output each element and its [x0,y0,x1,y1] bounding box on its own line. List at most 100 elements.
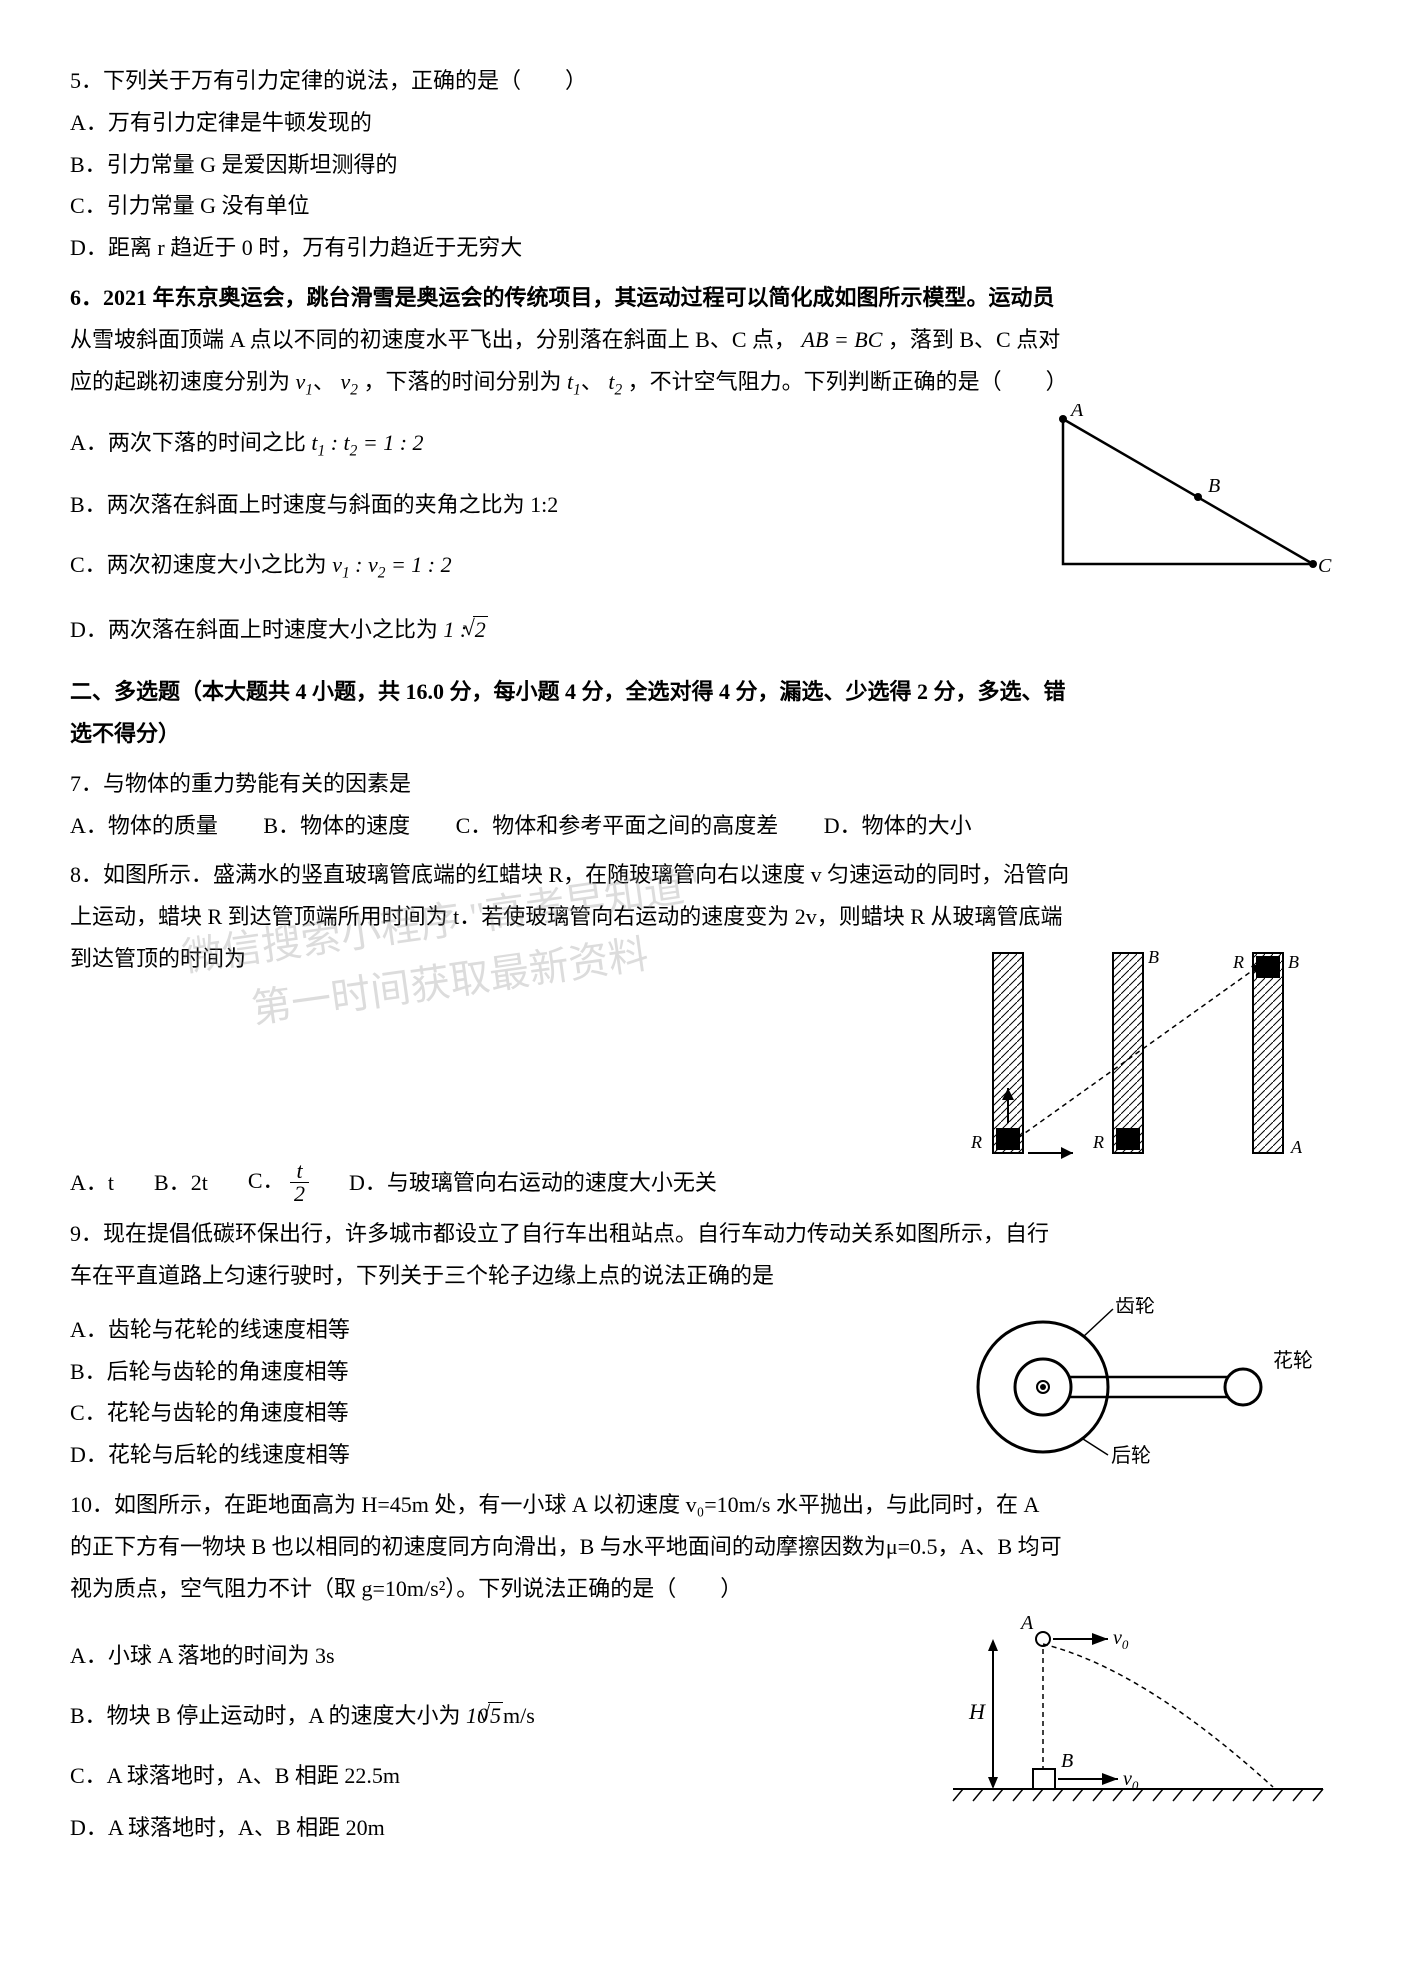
q8-R3: R [1232,952,1244,972]
q6-stem-l2-a: 从雪坡斜面顶端 A 点以不同的初速度水平飞出，分别落在斜面上 B、C 点， [70,327,796,352]
triangle-diagram-svg: A B C [1013,404,1333,584]
q9-opt-b: B．后轮与齿轮的角速度相等 [70,1351,933,1393]
q8-stem-l2: 上运动，蜡块 R 到达管顶端所用时间为 t．若使玻璃管向右运动的速度变为 2v，… [70,896,1333,938]
q10-A: A [1019,1612,1034,1634]
q8-opt-c: C． t 2 [248,1160,309,1205]
section-2-header: 二、多选题（本大题共 4 小题，共 16.0 分，每小题 4 分，全选对得 4 … [70,671,1333,755]
q9-opt-d: D．花轮与后轮的线速度相等 [70,1434,933,1476]
q7-opt-a: A．物体的质量 [70,805,218,847]
q6-stem-l3c: ，不计空气阻力。下列判断正确的是（ ） [628,369,1068,394]
question-7: 7．与物体的重力势能有关的因素是 A．物体的质量 B．物体的速度 C．物体和参考… [70,763,1333,847]
q6-v1: v [296,369,306,394]
q9-stem-l2: 车在平直道路上匀速行驶时，下列关于三个轮子边缘上点的说法正确的是 [70,1255,1333,1297]
q8-B2: B [1288,952,1299,972]
q10-stem-l2: 的正下方有一物块 B 也以相同的初速度同方向滑出，B 与水平地面间的动摩擦因数为… [70,1526,1333,1568]
sec2-l1: 二、多选题（本大题共 4 小题，共 16.0 分，每小题 4 分，全选对得 4 … [70,671,1333,713]
q7-opt-b: B．物体的速度 [263,805,410,847]
q9-body: A．齿轮与花轮的线速度相等 B．后轮与齿轮的角速度相等 C．花轮与齿轮的角速度相… [70,1297,1333,1476]
q6-optA-expr: t1 : t2 = 1 : 2 [311,430,423,455]
q9-opt-c: C．花轮与齿轮的角速度相等 [70,1392,933,1434]
q8-opt-b: B．2t [154,1162,208,1204]
q9-sprocket-label: 花轮 [1273,1349,1313,1372]
q6-stem-l1: 6．2021 年东京奥运会，跳台滑雪是奥运会的传统项目，其运动过程可以简化成如图… [70,277,1333,319]
q6-options: A．两次下落的时间之比 t1 : t2 = 1 : 2 B．两次落在斜面上时速度… [70,404,993,651]
q8-text-col: 到达管顶的时间为 微信搜索小程序 "高考早知道" 第一时间获取最新资料 A．t … [70,938,933,1205]
q5-opt-c: C．引力常量 G 没有单位 [70,185,1333,227]
question-5: 5．下列关于万有引力定律的说法，正确的是（ ） A．万有引力定律是牛顿发现的 B… [70,60,1333,269]
sec2-l2: 选不得分） [70,713,1333,755]
q6-v1sub: 1 [305,381,313,398]
q8-opt-a: A．t [70,1162,114,1204]
q5-opt-b: B．引力常量 G 是爱因斯坦测得的 [70,144,1333,186]
q10-opt-c: C．A 球落地时，A、B 相距 22.5m [70,1755,913,1797]
q6-stem-l3: 应的起跳初速度分别为 v1、 v2 ，下落的时间分别为 t1、 t2 ，不计空气… [70,361,1333,405]
q8-A: A [1290,1137,1303,1157]
q7-stem: 7．与物体的重力势能有关的因素是 [70,763,1333,805]
q6-optC-pre: C．两次初速度大小之比为 [70,552,327,577]
q8-R1: R [970,1132,982,1152]
q8-stem-l3: 到达管顶的时间为 [70,938,933,980]
q10-B: B [1061,1750,1073,1772]
q6-stem-l3b: ，下落的时间分别为 [363,369,561,394]
q8-B1: B [1148,947,1159,967]
q8-stem-l1: 8．如图所示．盛满水的竖直玻璃管底端的红蜡块 R，在随玻璃管向右以速度 v 匀速… [70,854,1333,896]
q8-opt-d: D．与玻璃管向右运动的速度大小无关 [349,1162,717,1204]
q10-optB-post: m/s [503,1703,535,1728]
label-B: B [1208,475,1220,497]
q5-stem: 5．下列关于万有引力定律的说法，正确的是（ ） [70,60,1333,102]
q6-diagram: A B C [1013,404,1333,584]
q7-opt-c: C．物体和参考平面之间的高度差 [456,805,779,847]
q6-optA-pre: A．两次下落的时间之比 [70,430,306,455]
q10-opt-b: B．物块 B 停止运动时，A 的速度大小为 10√5m/s [70,1695,913,1737]
q6-stem-l3a: 应的起跳初速度分别为 [70,369,290,394]
q8-optC-pre: C． [248,1168,285,1193]
q8-spacer [70,980,933,1160]
question-6: 6．2021 年东京奥运会，跳台滑雪是奥运会的传统项目，其运动过程可以简化成如图… [70,277,1333,651]
label-C: C [1318,555,1332,577]
q7-opt-d: D．物体的大小 [824,805,972,847]
q6-opt-c: C．两次初速度大小之比为 v1 : v2 = 1 : 2 [70,544,993,588]
q6-t2sub: 2 [614,381,622,398]
q10-v0b: v0 [1123,1768,1139,1793]
q6-t1sub: 1 [573,381,581,398]
q6-v2: v [341,369,351,394]
q9-gear-label: 齿轮 [1115,1297,1155,1317]
q8-optC-frac: t 2 [290,1160,309,1205]
q10-stem-l1: 10．如图所示，在距地面高为 H=45m 处，有一小球 A 以初速度 v₀=10… [70,1484,1333,1526]
tube-diagram-svg: R R B B R A [953,938,1333,1168]
q10-opt-d: D．A 球落地时，A、B 相距 20m [70,1807,913,1849]
question-10: 10．如图所示，在距地面高为 H=45m 处，有一小球 A 以初速度 v₀=10… [70,1484,1333,1849]
q8-optC-bot: 2 [290,1183,309,1205]
q10-stem-l3: 视为质点，空气阻力不计（取 g=10m/s²）。下列说法正确的是（ ） [70,1568,1333,1610]
q6-optD-pre: D．两次落在斜面上时速度大小之比为 [70,617,438,642]
q6-stem-l1-text: 6．2021 年东京奥运会，跳台滑雪是奥运会的传统项目，其运动过程可以简化成如图… [70,285,1055,310]
q10-diagram: A v0 H B v0 [933,1609,1333,1829]
q10-optB-sqrt: 5 [488,1702,503,1728]
q6-opt-b: B．两次落在斜面上时速度与斜面的夹角之比为 1:2 [70,484,993,526]
q5-opt-a: A．万有引力定律是牛顿发现的 [70,102,1333,144]
q10-optB-pre: B．物块 B 停止运动时，A 的速度大小为 [70,1703,461,1728]
q9-diagram: 齿轮 花轮 后轮 [953,1297,1333,1467]
q6-v2sub: 2 [350,381,358,398]
q9-rear-label: 后轮 [1111,1444,1151,1467]
q9-options: A．齿轮与花轮的线速度相等 B．后轮与齿轮的角速度相等 C．花轮与齿轮的角速度相… [70,1297,933,1476]
q5-opt-d: D．距离 r 趋近于 0 时，万有引力趋近于无穷大 [70,227,1333,269]
q6-body: A．两次下落的时间之比 t1 : t2 = 1 : 2 B．两次落在斜面上时速度… [70,404,1333,651]
q10-v0a: v0 [1113,1627,1129,1652]
q10-body: A．小球 A 落地的时间为 3s B．物块 B 停止运动时，A 的速度大小为 1… [70,1609,1333,1848]
q10-H: H [968,1699,986,1724]
bike-diagram-svg: 齿轮 花轮 后轮 [953,1297,1333,1467]
question-8: 8．如图所示．盛满水的竖直玻璃管底端的红蜡块 R，在随玻璃管向右以速度 v 匀速… [70,854,1333,1205]
q7-options: A．物体的质量 B．物体的速度 C．物体和参考平面之间的高度差 D．物体的大小 [70,805,1333,847]
q8-options: A．t B．2t C． t 2 D．与玻璃管向右运动的速度大小无关 [70,1160,933,1205]
q10-opt-a: A．小球 A 落地的时间为 3s [70,1635,913,1677]
q8-body: 到达管顶的时间为 微信搜索小程序 "高考早知道" 第一时间获取最新资料 A．t … [70,938,1333,1205]
projectile-diagram-svg: A v0 H B v0 [933,1609,1333,1829]
q9-stem-l1: 9．现在提倡低碳环保出行，许多城市都设立了自行车出租站点。自行车动力传动关系如图… [70,1213,1333,1255]
q8-optC-top: t [290,1160,309,1183]
q6-stem-l2-b: ，落到 B、C 点对 [888,327,1060,352]
q8-R2: R [1092,1132,1104,1152]
label-A: A [1069,404,1084,421]
q6-optC-expr: v1 : v2 = 1 : 2 [332,552,451,577]
q9-opt-a: A．齿轮与花轮的线速度相等 [70,1309,933,1351]
